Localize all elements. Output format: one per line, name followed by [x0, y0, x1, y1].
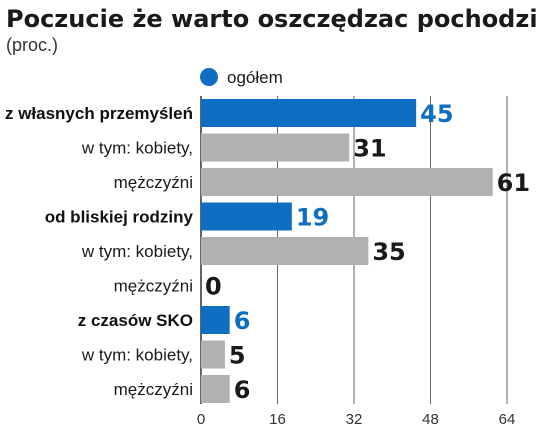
value-label: 19 [296, 204, 329, 232]
value-label: 61 [497, 169, 530, 197]
bar-main [201, 306, 230, 334]
category-label: w tym: kobiety, [81, 242, 193, 261]
category-labels: z własnych przemyśleń w tym: kobiety, mężc… [5, 104, 194, 399]
value-label: 31 [353, 135, 386, 163]
chart-title: Poczucie że warto oszczędzac pochodzi z: [6, 5, 536, 33]
value-label: 35 [372, 238, 405, 266]
bars [201, 99, 493, 403]
bar-main [201, 99, 417, 127]
bar-sub [201, 237, 369, 265]
bar-sub [201, 133, 350, 162]
category-label: od bliskiej rodziny [45, 208, 194, 227]
value-label: 5 [229, 342, 246, 370]
bar-sub [201, 340, 225, 369]
category-label: mężczyźni [114, 173, 193, 192]
x-axis-ticks: 0 16 32 48 64 [197, 411, 516, 428]
value-label: 0 [205, 273, 222, 301]
category-label: mężczyźni [114, 380, 193, 399]
category-label: z czasów SKO [78, 311, 193, 330]
category-label: z własnych przemyśleń [5, 104, 193, 123]
x-tick-label: 64 [499, 411, 516, 428]
x-tick-label: 32 [346, 411, 363, 428]
x-tick-label: 16 [269, 411, 286, 428]
value-label: 45 [420, 100, 453, 128]
legend-swatch [200, 68, 218, 86]
bar-main [201, 202, 292, 231]
bar-sub [201, 375, 230, 403]
value-label: 6 [234, 307, 251, 335]
legend-label: ogółem [227, 68, 283, 87]
category-label: w tym: kobiety, [81, 346, 193, 365]
category-label: mężczyźni [114, 277, 193, 296]
legend: ogółem [200, 68, 283, 87]
category-label: w tym: kobiety, [81, 139, 193, 158]
x-tick-label: 0 [197, 411, 205, 428]
bar-sub [201, 168, 493, 196]
chart-subtitle: (proc.) [6, 35, 58, 55]
x-tick-label: 48 [422, 411, 439, 428]
value-label: 6 [234, 376, 251, 404]
